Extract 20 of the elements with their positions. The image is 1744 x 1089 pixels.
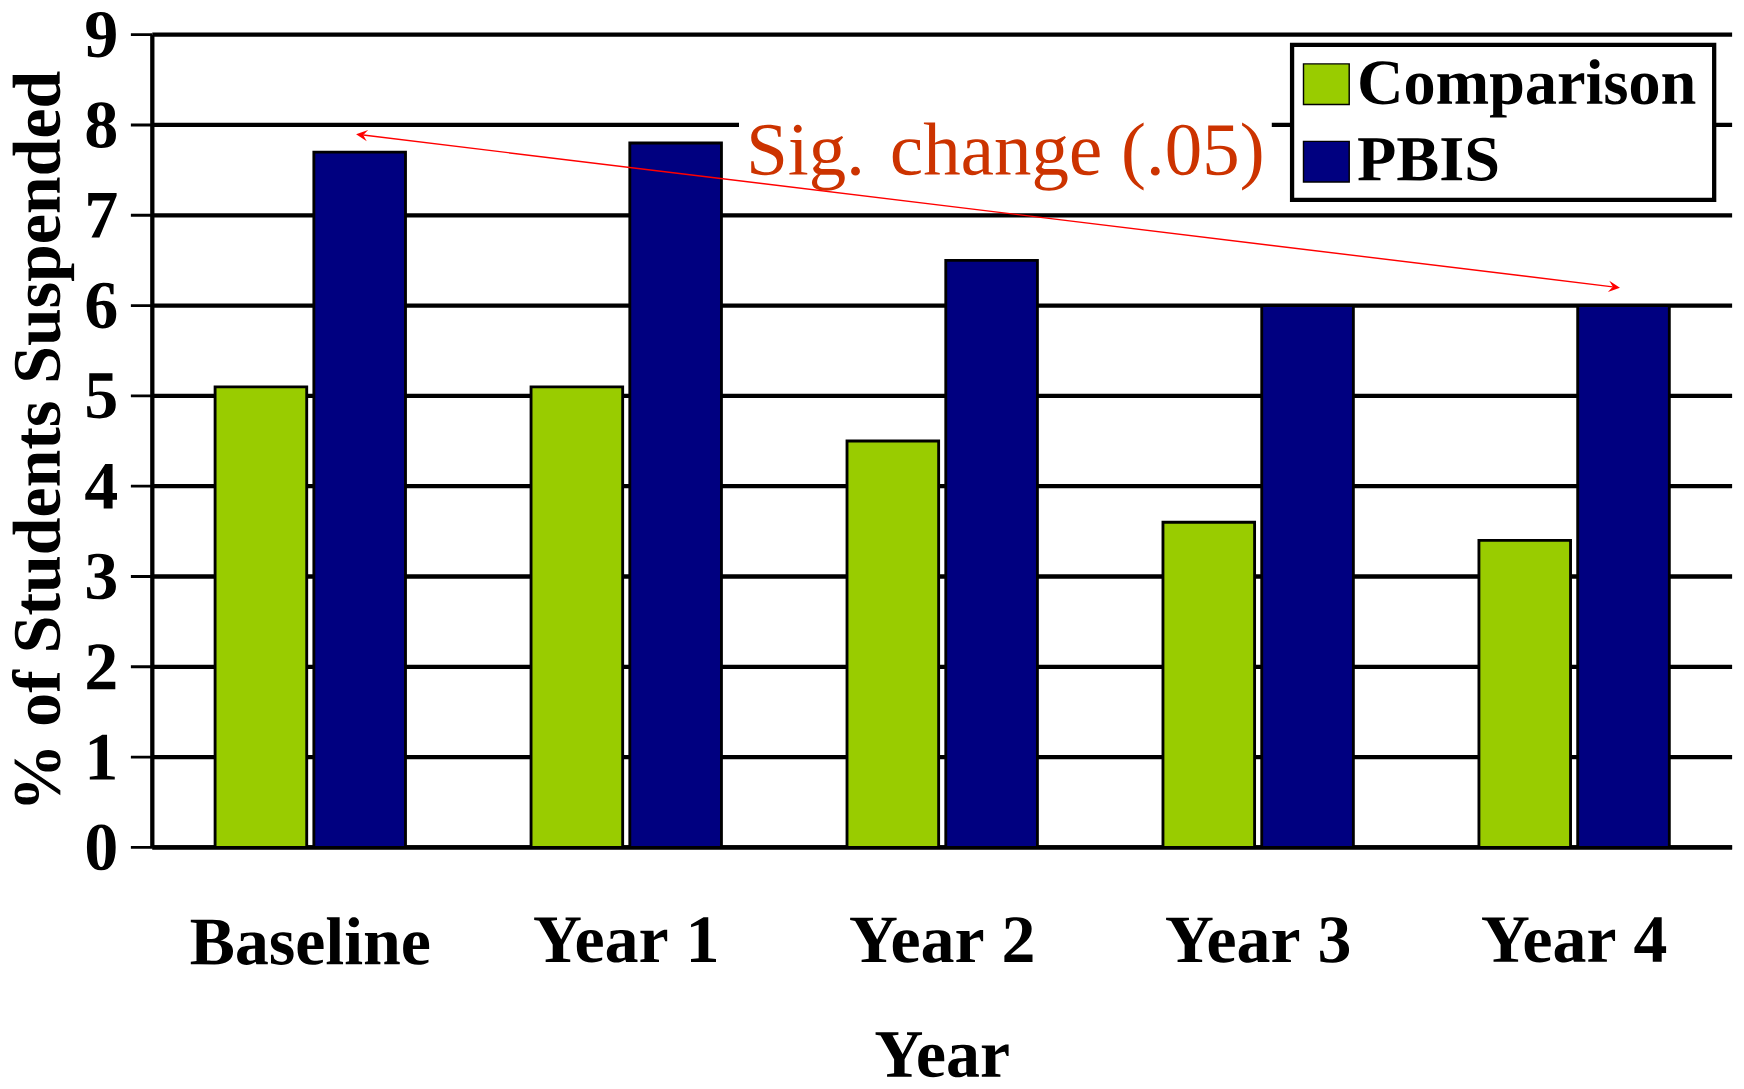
x-tick-label: Year 3 bbox=[1166, 917, 1350, 963]
y-tick-label: 9 bbox=[86, 11, 116, 58]
x-tick-label: Year 4 bbox=[1482, 917, 1667, 963]
y-tick-label: 4 bbox=[85, 463, 117, 509]
y-tick-label: 5 bbox=[87, 373, 116, 419]
y-tick-label: 0 bbox=[86, 824, 116, 871]
x-tick-label: Year 2 bbox=[850, 917, 1033, 963]
y-tick-label: 8 bbox=[86, 102, 116, 148]
y-tick-label: 2 bbox=[87, 644, 116, 690]
x-tick-label: Year 1 bbox=[534, 917, 716, 963]
y-tick-label: 3 bbox=[86, 553, 116, 600]
y-tick-label: 6 bbox=[86, 282, 117, 329]
y-tick-label: 7 bbox=[88, 192, 117, 238]
x-axis-title: Year bbox=[875, 1032, 1009, 1078]
annotation: Sig. change (.05) bbox=[751, 122, 1262, 191]
x-tick-label: Baseline bbox=[190, 917, 430, 965]
y-axis-title: % of Students Suspended bbox=[11, 71, 75, 805]
legend-label: Comparison bbox=[1360, 59, 1696, 118]
legend-label: PBIS bbox=[1358, 137, 1498, 181]
y-tick-label: 1 bbox=[89, 734, 115, 780]
